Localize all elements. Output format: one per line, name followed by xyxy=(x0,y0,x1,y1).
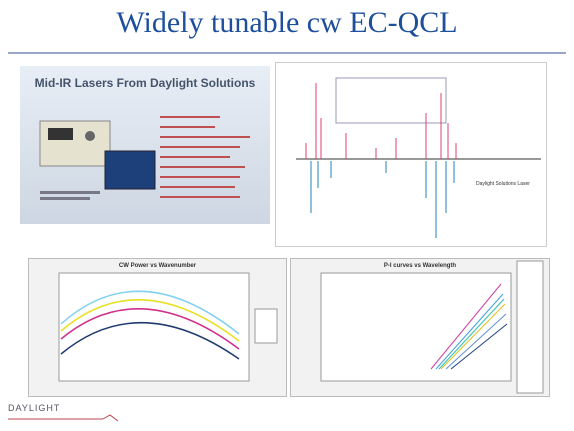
power-plot xyxy=(29,259,286,396)
product-photo xyxy=(20,66,270,224)
logo-line xyxy=(8,414,128,424)
power-chart: CW Power vs Wavenumber xyxy=(28,258,287,397)
slide: Widely tunable cw EC-QCL Mid-IR Lasers F… xyxy=(0,0,574,431)
title-rule xyxy=(8,52,566,54)
slide-title: Widely tunable cw EC-QCL xyxy=(0,6,574,40)
spectrum-panel: Daylight Solutions Laser xyxy=(275,62,547,247)
pi-plot xyxy=(291,259,549,396)
logo: DAYLIGHT xyxy=(8,403,60,413)
pi-chart: P-I curves vs Wavelength xyxy=(290,258,550,397)
spectrum-plot xyxy=(276,63,546,246)
product-panel: Mid-IR Lasers From Daylight Solutions xyxy=(20,66,270,224)
series-label: Daylight Solutions Laser xyxy=(476,181,530,187)
